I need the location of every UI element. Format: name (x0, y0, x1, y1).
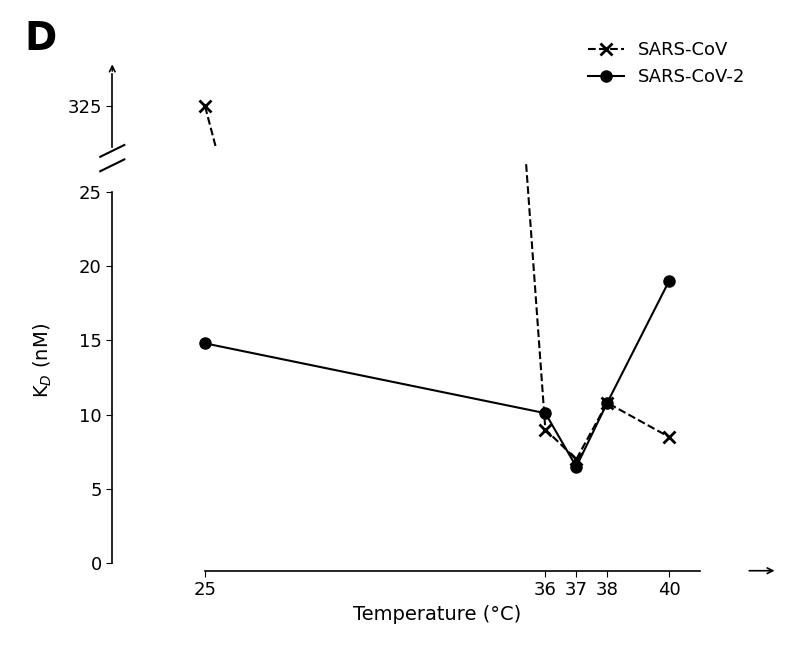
Text: D: D (24, 20, 56, 58)
X-axis label: Temperature (°C): Temperature (°C) (353, 605, 521, 624)
Text: K$_D$ (nM): K$_D$ (nM) (32, 323, 55, 398)
Legend: SARS-CoV, SARS-CoV-2: SARS-CoV, SARS-CoV-2 (581, 33, 753, 93)
